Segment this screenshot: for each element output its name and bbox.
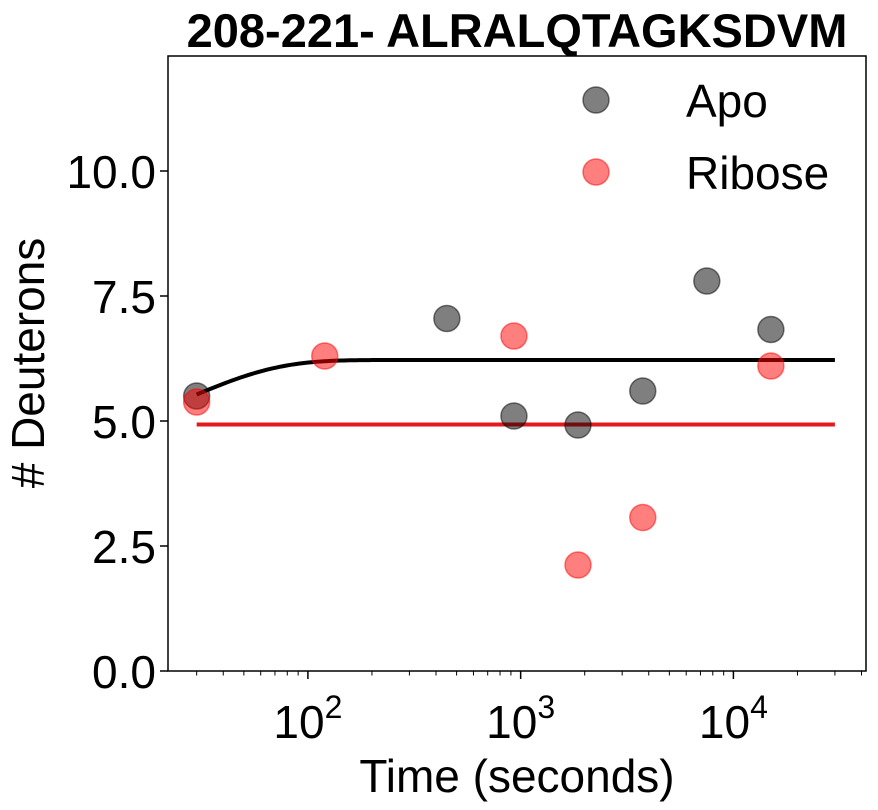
point-apo <box>693 267 721 295</box>
point-apo <box>433 304 461 333</box>
data-points <box>182 267 785 579</box>
legend: Apo Ribose <box>582 75 829 199</box>
legend-label-apo: Apo <box>686 75 768 127</box>
plot-frame <box>167 55 867 672</box>
point-apo <box>629 377 657 405</box>
x-axis: 102 103 104 <box>196 671 862 748</box>
point-ribose <box>182 388 211 416</box>
point-ribose <box>629 503 657 532</box>
point-apo <box>500 402 528 430</box>
y-tick-label: 0.0 <box>92 646 156 698</box>
point-ribose <box>500 322 528 350</box>
point-apo <box>757 315 785 344</box>
legend-marker-ribose <box>582 158 610 186</box>
point-ribose <box>564 551 592 579</box>
legend-label-ribose: Ribose <box>686 147 829 199</box>
point-ribose <box>757 352 785 380</box>
y-tick-label: 5.0 <box>92 396 156 448</box>
x-tick-label: 104 <box>699 689 768 748</box>
point-ribose <box>310 342 339 370</box>
point-apo <box>564 411 592 439</box>
y-axis-label: # Deuterons <box>2 238 54 489</box>
chart-title: 208-221- ALRALQTAGKSDVM <box>187 4 848 57</box>
y-tick-label: 10.0 <box>66 146 156 198</box>
x-axis-label: Time (seconds) <box>359 750 674 802</box>
x-tick-label: 102 <box>273 689 342 748</box>
fit-line-apo <box>195 358 835 397</box>
legend-marker-apo <box>582 86 610 114</box>
y-axis: 0.0 2.5 5.0 7.5 10.0 <box>66 146 168 698</box>
y-tick-label: 7.5 <box>92 271 156 323</box>
x-tick-label: 103 <box>486 689 555 748</box>
y-tick-label: 2.5 <box>92 521 156 573</box>
